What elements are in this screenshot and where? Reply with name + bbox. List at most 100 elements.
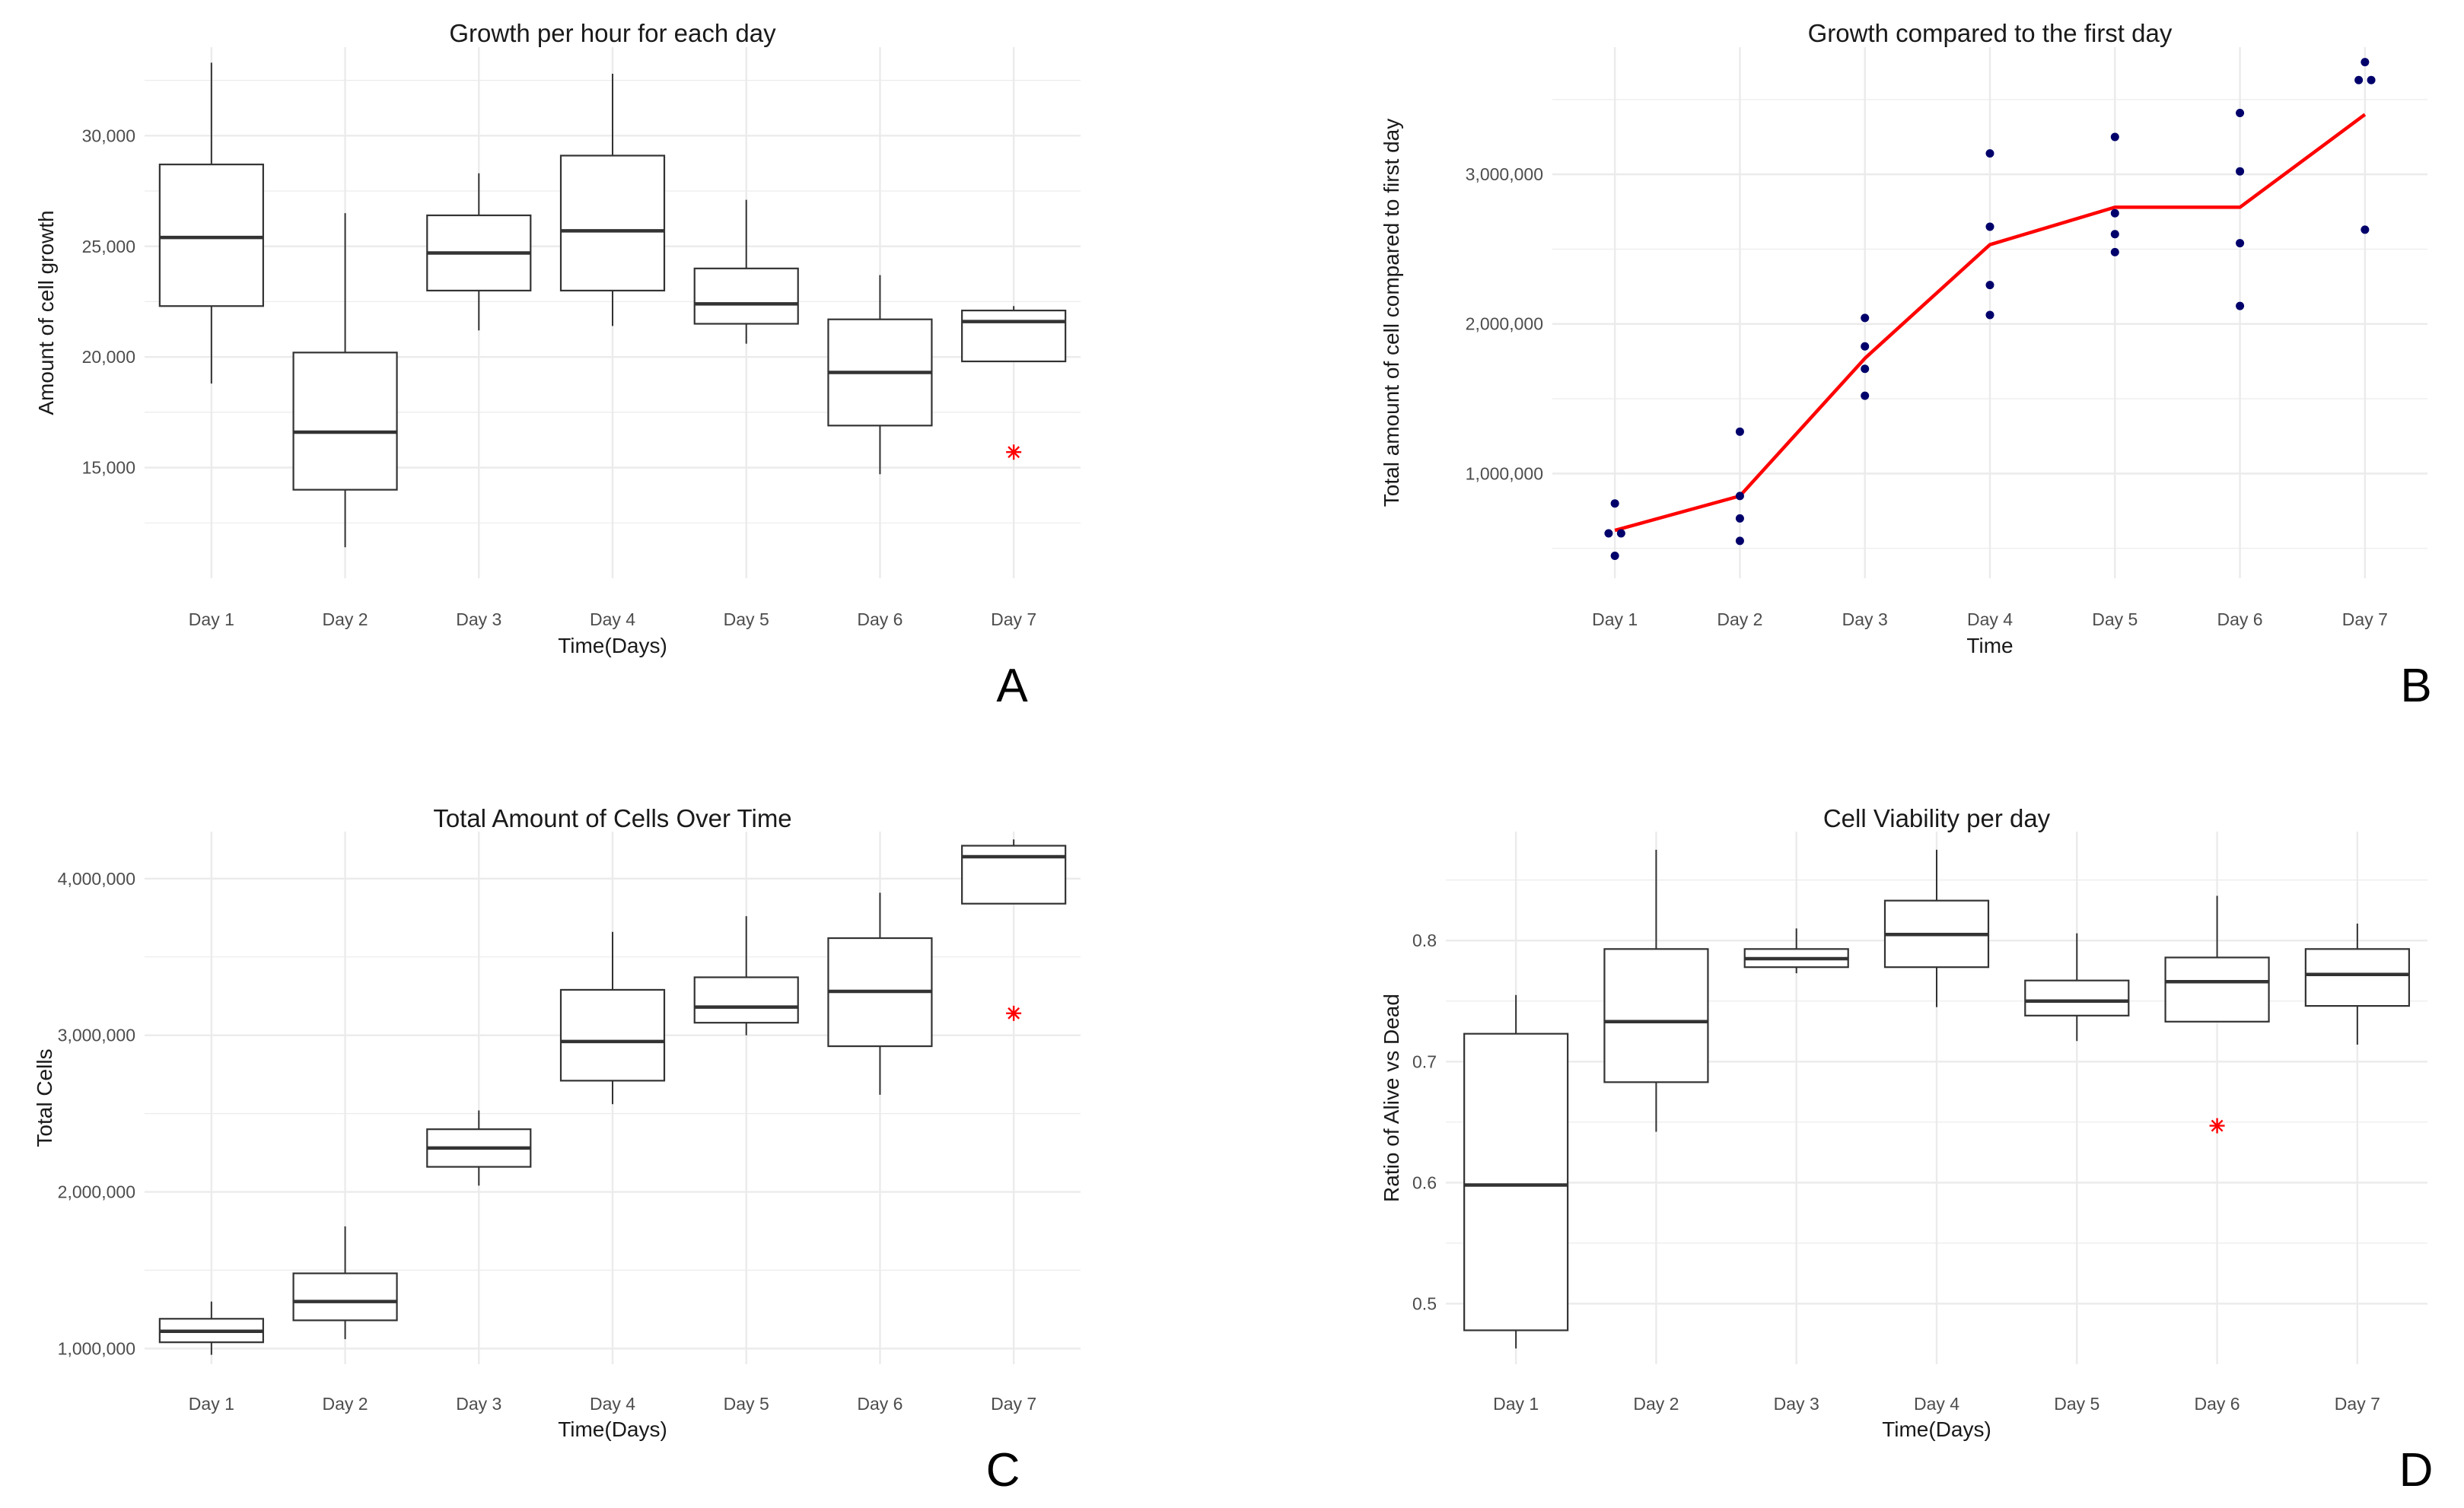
box-body — [1463, 1032, 1569, 1331]
chart-title: Cell Viability per day — [1823, 804, 2051, 832]
x-tick-label: Day 1 — [1592, 609, 1638, 629]
box-body — [961, 309, 1067, 363]
data-point — [1861, 364, 1870, 374]
data-point — [1610, 499, 1619, 508]
box-body — [2304, 948, 2410, 1007]
panel-letter: C — [986, 1444, 1020, 1497]
panel-a: 15,000 20,000 25,000 30,000 Day 1 Day 2 Day 3 D… — [34, 19, 1081, 712]
data-point — [1610, 552, 1619, 561]
x-tick-label: Day 5 — [724, 1394, 769, 1414]
x-tick-label: Day 1 — [1493, 1394, 1539, 1414]
box-5 — [2024, 933, 2130, 1042]
y-tick-label: 0.7 — [1412, 1051, 1437, 1071]
y-axis-label: Amount of cell growth — [34, 210, 58, 415]
chart-title: Growth compared to the first day — [1808, 19, 2173, 47]
data-point — [1735, 514, 1744, 523]
data-point — [2361, 225, 2370, 234]
data-point — [1985, 149, 1994, 158]
x-tick-label: Day 4 — [590, 609, 635, 629]
x-axis-label: Time(Days) — [558, 634, 667, 657]
box-7 — [961, 839, 1067, 1021]
box-body — [292, 1272, 398, 1322]
box-body — [559, 988, 666, 1082]
box-2 — [292, 213, 398, 548]
y-tick-label: 30,000 — [82, 126, 135, 145]
x-tick-label: Day 2 — [323, 609, 368, 629]
y-tick-label: 0.8 — [1412, 931, 1437, 950]
data-point — [1861, 342, 1870, 351]
x-tick-label: Day 5 — [724, 609, 769, 629]
chart-title: Growth per hour for each day — [449, 19, 776, 47]
x-tick-label: Day 3 — [1842, 609, 1888, 629]
data-point — [2236, 167, 2245, 176]
x-tick-label: Day 4 — [590, 1394, 635, 1414]
data-point — [1735, 536, 1744, 546]
box-6 — [827, 892, 933, 1095]
data-point — [1735, 492, 1744, 501]
y-tick-label: 1,000,000 — [58, 1338, 135, 1358]
x-axis-label: Time(Days) — [558, 1417, 667, 1441]
y-tick-label: 1,000,000 — [1466, 463, 1543, 483]
data-point — [1985, 281, 1994, 290]
y-tick-label: 0.6 — [1412, 1172, 1437, 1192]
box-6 — [2164, 896, 2270, 1134]
box-1 — [158, 1301, 264, 1355]
x-tick-label: Day 3 — [1774, 1394, 1819, 1414]
x-tick-label: Day 1 — [189, 1394, 234, 1414]
x-tick-label: Day 6 — [2195, 1394, 2240, 1414]
box-2 — [292, 1226, 398, 1340]
box-body — [1603, 948, 1709, 1083]
x-tick-label: Day 7 — [991, 1394, 1036, 1414]
x-tick-label: Day 6 — [857, 1394, 903, 1414]
box-body — [2164, 956, 2270, 1023]
data-point — [1604, 529, 1613, 538]
box-7 — [961, 306, 1067, 460]
data-point — [1985, 310, 1994, 320]
data-point — [2110, 132, 2119, 142]
x-axis-label: Time(Days) — [1882, 1417, 1991, 1441]
y-tick-label: 2,000,000 — [58, 1182, 135, 1202]
y-tick-label: 3,000,000 — [1466, 164, 1543, 184]
x-tick-label: Day 7 — [991, 609, 1036, 629]
data-point — [1985, 222, 1994, 231]
y-tick-label: 3,000,000 — [58, 1026, 135, 1045]
y-axis-label: Total Cells — [33, 1048, 56, 1147]
panel-b: 1,000,000 2,000,000 3,000,000 Day 1 Day 2 Day… — [1380, 19, 2432, 712]
box-body — [158, 164, 264, 307]
box-5 — [693, 199, 799, 344]
x-tick-label: Day 4 — [1967, 609, 2013, 629]
data-point — [2367, 75, 2376, 84]
x-tick-label: Day 3 — [456, 1394, 501, 1414]
data-point — [2354, 75, 2364, 84]
y-tick-label: 2,000,000 — [1466, 314, 1543, 334]
data-point — [2110, 247, 2119, 256]
panel-c: 1,000,000 2,000,000 3,000,000 4,000,000 Day … — [33, 804, 1081, 1497]
box-7 — [2304, 923, 2410, 1045]
box-6 — [827, 275, 933, 475]
x-tick-label: Day 4 — [1914, 1394, 1959, 1414]
data-point — [2110, 230, 2119, 239]
y-axis-label: Ratio of Alive vs Dead — [1380, 994, 1403, 1202]
box-body — [693, 267, 799, 325]
y-tick-label: 0.5 — [1412, 1293, 1437, 1313]
y-tick-label: 20,000 — [82, 347, 135, 367]
x-tick-label: Day 6 — [857, 609, 903, 629]
panel-letter: B — [2400, 660, 2431, 712]
box-4 — [559, 73, 666, 326]
x-axis-label: Time — [1966, 634, 2013, 657]
x-tick-label: Day 5 — [2054, 1394, 2099, 1414]
box-body — [2024, 979, 2130, 1016]
box-body — [292, 352, 398, 491]
data-point — [2236, 301, 2245, 310]
panel-d: 0.5 0.6 0.7 0.8 Day 1 Day 2 Day 3 Day 4 Day 5 Day… — [1380, 804, 2433, 1497]
data-point — [1616, 529, 1625, 538]
data-point — [1861, 313, 1870, 323]
outlier-point — [1006, 444, 1022, 460]
x-tick-label: Day 3 — [456, 609, 501, 629]
x-tick-label: Day 1 — [189, 609, 234, 629]
x-tick-label: Day 2 — [1717, 609, 1762, 629]
data-point — [2236, 239, 2245, 248]
y-axis-label: Total amount of cell compared to first d… — [1380, 119, 1403, 507]
y-tick-label: 15,000 — [82, 458, 135, 478]
